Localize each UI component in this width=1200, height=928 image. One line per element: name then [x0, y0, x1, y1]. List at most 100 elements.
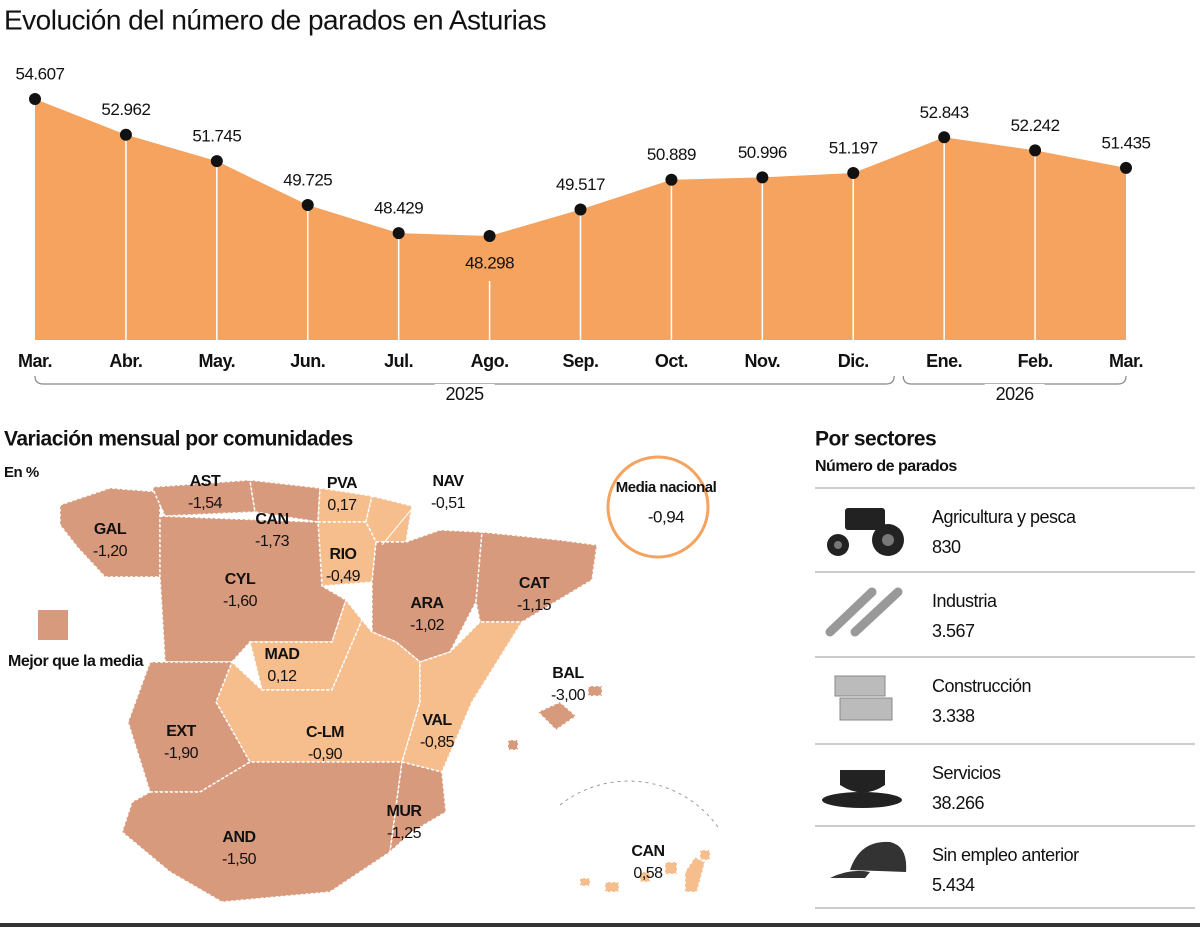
x-tick-label: Sep. [562, 351, 598, 371]
point [29, 93, 41, 105]
sector-name: Servicios [932, 763, 1001, 783]
value-label: 48.429 [374, 199, 423, 218]
year-bg [984, 384, 1045, 406]
region-name: ARA [410, 595, 444, 612]
region-name: CAN [631, 843, 664, 860]
region [507, 685, 603, 751]
sector-value: 3.338 [932, 706, 975, 726]
value-label: 50.996 [738, 143, 787, 162]
region-value: -1,25 [387, 825, 422, 842]
year-bg [434, 384, 495, 406]
value-label: 49.725 [283, 170, 332, 189]
region-name: BAL [552, 665, 584, 682]
icon-wrenches [825, 587, 903, 637]
region [579, 849, 711, 893]
point [847, 167, 860, 180]
point [392, 227, 405, 240]
region [388, 761, 447, 854]
region-value: -0,51 [431, 495, 466, 512]
canarias-frame [559, 780, 721, 831]
point [1029, 144, 1042, 157]
x-tick-label: Abr. [109, 351, 142, 371]
icon-bricks [834, 675, 893, 721]
region [401, 621, 524, 773]
icon-cap [830, 841, 907, 878]
point [119, 128, 132, 141]
region-value: -1,02 [410, 617, 445, 634]
point [574, 203, 587, 216]
x-tick-label: May. [198, 351, 235, 371]
region-name: MUR [387, 803, 423, 820]
x-tick-label: Jul. [384, 351, 413, 371]
media-name: Media nacional [616, 479, 717, 496]
value-label: 51.197 [829, 139, 878, 158]
sectors-subtitle: Número de parados [815, 458, 957, 475]
value-label: 48.298 [465, 253, 514, 272]
region-name: PVA [327, 475, 358, 492]
region-name: CAT [519, 575, 550, 592]
x-tick-label: Mar. [1109, 351, 1143, 371]
region [159, 515, 347, 663]
map-title: Variación mensual por comunidades [4, 428, 353, 451]
x-tick-label: Dic. [838, 351, 869, 371]
sector-name: Agricultura y pesca [932, 507, 1077, 527]
value-label: 54.607 [16, 64, 65, 83]
point [483, 230, 496, 242]
region-value: 0,17 [327, 497, 357, 514]
region-value: -0,90 [308, 746, 343, 763]
sector-name: Construcción [932, 676, 1031, 696]
value-label: 52.962 [101, 100, 150, 119]
point [1120, 161, 1132, 174]
icon-cup [822, 770, 902, 808]
map-unit: En % [4, 464, 39, 481]
x-tick-label: Mar. [18, 351, 52, 371]
region-value: -0,85 [420, 734, 455, 751]
x-tick-label: Ago. [471, 351, 509, 371]
point [938, 131, 951, 144]
region [475, 531, 598, 623]
sector-value: 3.567 [932, 621, 975, 641]
region-value: -1,15 [517, 597, 552, 614]
sector-value: 830 [932, 537, 961, 557]
region-name: MAD [265, 646, 300, 663]
media-ring [606, 455, 710, 559]
x-tick-label: Oct. [655, 351, 688, 371]
region-name: GAL [94, 521, 127, 538]
region [317, 487, 373, 523]
sector-name: Industria [932, 591, 998, 611]
value-label: 51.745 [192, 127, 241, 146]
region [249, 479, 321, 523]
region-name: CYL [225, 571, 256, 588]
value-label: 50.889 [647, 145, 696, 164]
region [121, 761, 403, 903]
value-label: 52.242 [1011, 116, 1060, 135]
region-value: 0,12 [267, 668, 297, 685]
x-tick-label: Nov. [744, 351, 780, 371]
region-value: -1,90 [164, 745, 199, 762]
sectors-title: Por sectores [815, 428, 936, 451]
region-value: -1,50 [222, 851, 257, 868]
region [371, 529, 483, 663]
region-name: CAN [255, 511, 288, 528]
region-value: -1,60 [223, 593, 258, 610]
region-name: C-LM [306, 724, 344, 741]
sector-value: 5.434 [932, 875, 975, 895]
map [59, 479, 711, 903]
region [127, 661, 252, 793]
x-tick-label: Ene. [926, 351, 962, 371]
point [301, 199, 314, 212]
region-name: RIO [330, 546, 357, 563]
region-name: VAL [422, 712, 452, 729]
legend-label: Mejor que la media [8, 653, 144, 670]
point [210, 155, 223, 168]
sector-value: 38.266 [932, 793, 985, 813]
x-tick-label: Feb. [1018, 351, 1053, 371]
value-label: 52.843 [920, 103, 969, 122]
x-tick-label: Jun. [290, 351, 325, 371]
year-label: 2025 [446, 384, 485, 404]
leader [381, 504, 416, 546]
region-name: AST [190, 473, 221, 490]
region-value: 0,58 [633, 865, 663, 882]
region-value: -1,20 [93, 543, 128, 560]
